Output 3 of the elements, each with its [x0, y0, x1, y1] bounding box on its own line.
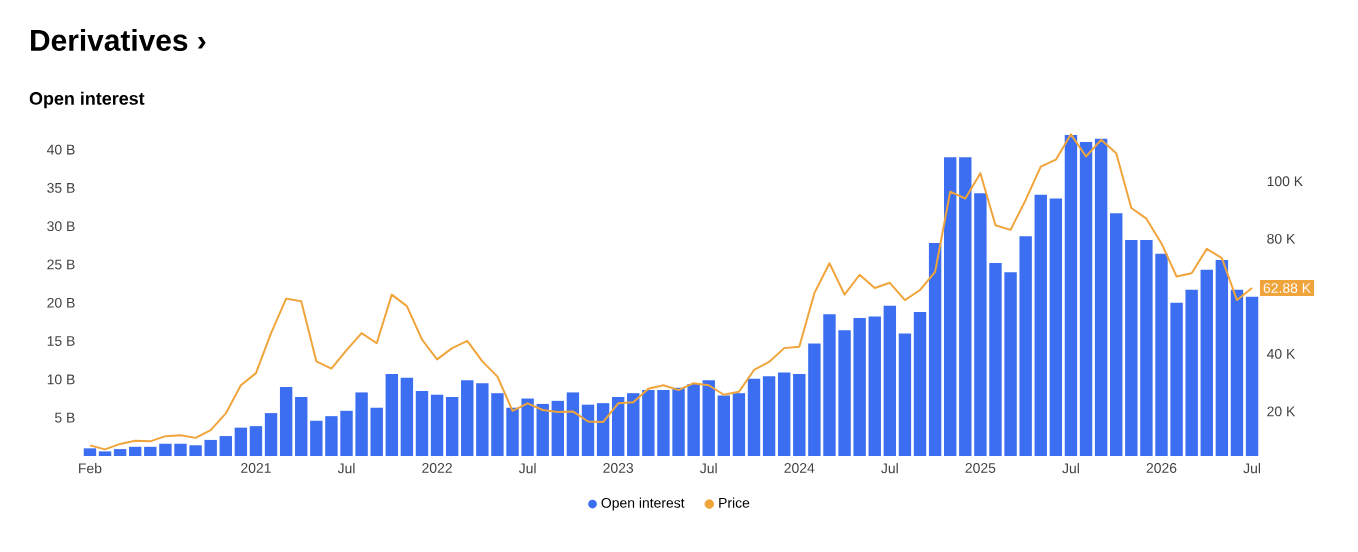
line-series — [88, 133, 1254, 451]
chart-subtitle: Open interest — [29, 91, 145, 109]
chart-title: Derivatives › — [31, 29, 206, 51]
